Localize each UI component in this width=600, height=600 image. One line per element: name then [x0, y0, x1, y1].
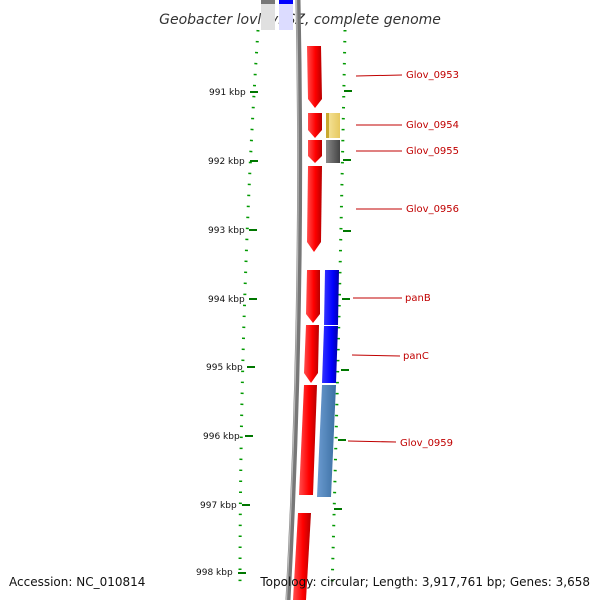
- gene-arrow-glov-0959[interactable]: [299, 385, 317, 495]
- cog-box-panb: [324, 270, 339, 325]
- scale-label-993: 993 kbp: [208, 226, 245, 236]
- gene-label-panc[interactable]: panC: [403, 351, 429, 362]
- scale-label-996: 996 kbp: [203, 432, 240, 442]
- gene-label-panb[interactable]: panB: [405, 293, 431, 304]
- genome-backbone: [285, 0, 303, 600]
- outer-dotted-ring-right: [330, 29, 347, 591]
- gene-labels: Glov_0953 Glov_0954 Glov_0955 Glov_0956 …: [400, 70, 459, 449]
- top-stub-gray: [261, 0, 275, 30]
- cog-box-panc: [322, 326, 338, 383]
- top-stub-blue: [279, 0, 293, 30]
- cog-box-glov-0954: [326, 113, 340, 138]
- gene-arrow-next[interactable]: [293, 513, 311, 600]
- scale-label-998: 998 kbp: [196, 568, 233, 578]
- gene-label-glov-0956[interactable]: Glov_0956: [406, 204, 459, 215]
- gene-label-glov-0955[interactable]: Glov_0955: [406, 146, 459, 157]
- outer-dotted-ring-left: [238, 29, 260, 591]
- accession-text: Accession: NC_010814: [9, 575, 146, 589]
- scale-labels: 991 kbp 992 kbp 993 kbp 994 kbp 995 kbp …: [196, 88, 246, 578]
- cog-category-boxes: [317, 113, 340, 497]
- gene-label-glov-0954[interactable]: Glov_0954: [406, 120, 459, 131]
- cog-box-glov-0959: [317, 385, 336, 497]
- left-tick-marks: [238, 91, 258, 574]
- cog-box-glov-0955: [326, 140, 340, 163]
- scale-label-992: 992 kbp: [208, 157, 245, 167]
- gene-arrows: [293, 46, 322, 600]
- scale-label-997: 997 kbp: [200, 501, 237, 511]
- scale-label-994: 994 kbp: [208, 295, 245, 305]
- gene-label-glov-0953[interactable]: Glov_0953: [406, 70, 459, 81]
- scale-label-991: 991 kbp: [209, 88, 246, 98]
- gene-arrow-glov-0954[interactable]: [308, 113, 322, 138]
- genome-summary-text: Topology: circular; Length: 3,917,761 bp…: [260, 575, 590, 589]
- gene-label-glov-0959[interactable]: Glov_0959: [400, 438, 453, 449]
- gene-arrow-panb[interactable]: [306, 270, 320, 323]
- gene-arrow-glov-0956[interactable]: [307, 166, 322, 252]
- gene-arrow-panc[interactable]: [304, 325, 319, 383]
- right-tick-marks: [334, 90, 352, 510]
- gene-arrow-glov-0953[interactable]: [307, 46, 322, 108]
- scale-label-995: 995 kbp: [206, 363, 243, 373]
- label-leader-lines: [347, 74, 403, 443]
- gene-arrow-glov-0955[interactable]: [308, 140, 322, 163]
